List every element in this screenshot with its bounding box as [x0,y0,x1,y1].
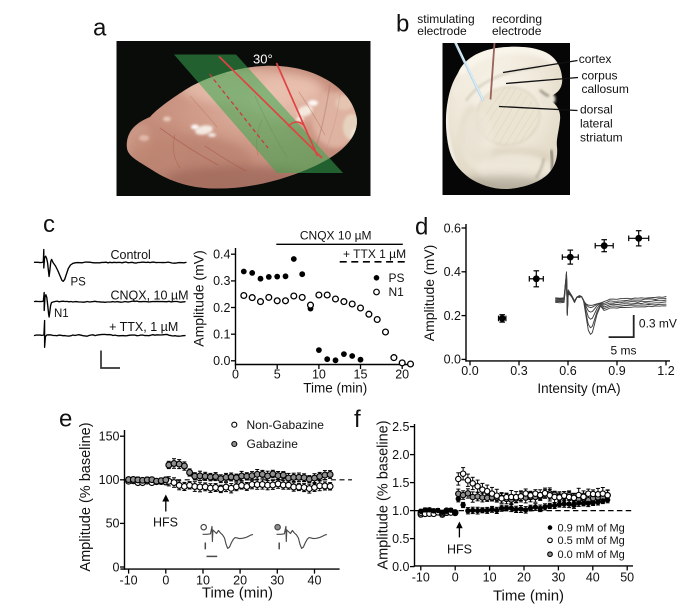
svg-text:PS: PS [389,271,405,285]
svg-text:recording: recording [492,12,542,26]
svg-text:5: 5 [274,368,281,382]
svg-text:-10: -10 [120,574,138,588]
svg-text:0.2: 0.2 [444,309,461,323]
svg-text:0.4: 0.4 [444,265,461,279]
svg-text:Non-Gabazine: Non-Gabazine [247,418,325,432]
svg-text:-10: -10 [412,571,430,585]
svg-text:PS: PS [71,277,87,289]
svg-text:15: 15 [354,368,368,382]
svg-text:30: 30 [551,571,565,585]
svg-text:50: 50 [620,571,634,585]
svg-text:+ TTX 1 µM: + TTX 1 µM [343,247,406,261]
svg-text:2.5: 2.5 [392,420,409,434]
svg-text:20: 20 [233,574,247,588]
svg-text:b: b [396,11,409,38]
svg-text:0.1: 0.1 [213,328,230,342]
svg-text:0.6: 0.6 [444,221,461,235]
svg-text:dorsal: dorsal [580,103,613,117]
svg-text:CNQX 10 µM: CNQX 10 µM [300,228,372,242]
svg-text:HFS: HFS [153,516,178,530]
svg-text:0.9 mM of Mg: 0.9 mM of Mg [558,523,625,535]
svg-text:0.3: 0.3 [510,364,527,378]
svg-text:lateral: lateral [580,117,613,131]
svg-text:1.5: 1.5 [392,476,409,490]
svg-text:stimulating: stimulating [417,12,474,26]
svg-text:10: 10 [196,574,210,588]
svg-text:0.6: 0.6 [559,364,576,378]
svg-text:10: 10 [312,368,326,382]
svg-text:0.5: 0.5 [392,532,409,546]
svg-text:0: 0 [452,571,459,585]
svg-text:CNQX, 10 µM: CNQX, 10 µM [111,289,189,303]
svg-text:e: e [59,405,72,432]
svg-text:0.0: 0.0 [461,364,478,378]
svg-text:+ TTX, 1 µM: + TTX, 1 µM [109,320,178,334]
svg-text:cortex: cortex [579,52,612,66]
svg-text:2.0: 2.0 [392,448,409,462]
svg-text:20: 20 [395,368,409,382]
svg-text:c: c [43,211,55,238]
svg-text:Amplitude (mV): Amplitude (mV) [421,245,437,341]
svg-text:0.0 mM of Mg: 0.0 mM of Mg [558,549,625,561]
svg-text:1.0: 1.0 [392,504,409,518]
svg-text:150: 150 [99,430,120,444]
svg-text:N1: N1 [54,308,69,320]
svg-text:Time (min): Time (min) [493,588,564,605]
svg-text:callosum: callosum [582,82,629,96]
svg-text:40: 40 [586,571,600,585]
svg-text:electrode: electrode [492,24,542,38]
svg-text:0.0: 0.0 [444,353,461,367]
svg-text:d: d [415,214,428,241]
svg-text:electrode: electrode [417,24,467,38]
svg-text:Control: Control [111,248,151,262]
svg-text:1.2: 1.2 [657,364,674,378]
svg-text:30: 30 [270,574,284,588]
svg-text:0: 0 [232,368,239,382]
svg-text:0.0: 0.0 [213,354,230,368]
svg-text:30°: 30° [253,52,273,67]
svg-text:0: 0 [113,560,120,574]
svg-text:HFS: HFS [447,543,472,557]
svg-text:Intensity (mA): Intensity (mA) [537,381,620,396]
svg-text:0.5 mM of Mg: 0.5 mM of Mg [558,535,625,547]
svg-text:100: 100 [99,473,120,487]
svg-text:0.0: 0.0 [392,560,409,574]
svg-text:0.3: 0.3 [213,274,230,288]
svg-text:20: 20 [517,571,531,585]
svg-text:5 ms: 5 ms [611,344,637,358]
svg-text:corpus: corpus [582,69,618,83]
svg-text:Time (min): Time (min) [202,585,273,602]
svg-text:0.3 mV: 0.3 mV [639,317,677,331]
svg-text:Amplitude (% baseline): Amplitude (% baseline) [78,422,94,571]
svg-text:striatum: striatum [580,131,623,145]
svg-text:10: 10 [483,571,497,585]
svg-text:50: 50 [106,517,120,531]
svg-text:f: f [354,406,361,433]
svg-text:40: 40 [308,574,322,588]
svg-text:Amplitude (% baseline): Amplitude (% baseline) [376,420,392,569]
svg-text:Time (min): Time (min) [303,381,367,396]
svg-text:0: 0 [162,574,169,588]
svg-text:Gabazine: Gabazine [247,437,299,451]
svg-text:0.9: 0.9 [608,364,625,378]
svg-text:0.2: 0.2 [213,301,230,315]
svg-text:0.4: 0.4 [213,248,230,262]
svg-text:Amplitude (mV): Amplitude (mV) [191,250,207,346]
svg-text:a: a [93,14,107,41]
svg-text:N1: N1 [389,285,405,299]
